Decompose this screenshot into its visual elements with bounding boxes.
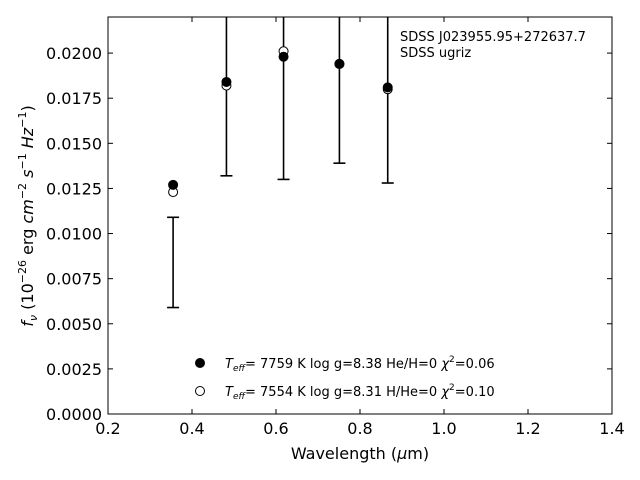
legend-2-comp: H/He=0 — [386, 385, 437, 400]
y-tick-label: 0.0050 — [46, 315, 102, 334]
x-tick-label: 1.4 — [599, 419, 624, 438]
model-point-filled — [334, 58, 345, 69]
x-tick-label: 1.0 — [431, 419, 456, 438]
y-axis-ticks: 0.0000 0.0025 0.0050 0.0075 0.0100 0.0125 0.01… — [46, 44, 612, 424]
x-axis-ticks: 0.2 0.4 0.6 0.8 1.0 1.2 1.4 — [95, 17, 625, 438]
y-tick-label: 0.0125 — [46, 179, 102, 198]
svg-text:fν (10−26 erg cm−2 s−1 Hz−1): fν (10−26 erg cm−2 s−1 Hz−1) — [16, 105, 40, 326]
legend-label-model-1: Teff= 7759 K log g=8.38 He/H=0 χ2=0.06 — [225, 355, 495, 374]
data-markers — [168, 46, 393, 198]
legend-1-logg: log g=8.38 — [310, 357, 382, 372]
y-axis-label: fν (10−26 erg cm−2 s−1 Hz−1) — [16, 105, 40, 326]
plot-frame — [107, 16, 613, 415]
x-tick-label: 1.2 — [515, 419, 540, 438]
legend-2-logg: log g=8.31 — [310, 385, 382, 400]
legend-label-model-2: Teff= 7554 K log g=8.31 H/He=0 χ2=0.10 — [225, 383, 495, 402]
model-point-filled — [278, 51, 289, 62]
y-tick-label: 0.0100 — [46, 225, 102, 244]
annotation-filter-set: SDSS ugriz — [400, 46, 471, 61]
legend-1-chi2: =0.06 — [455, 357, 495, 372]
y-tick-label: 0.0150 — [46, 134, 102, 153]
model-point-filled — [168, 179, 179, 190]
model-point-filled — [382, 82, 393, 93]
model-point-filled — [221, 76, 232, 87]
legend: Teff= 7759 K log g=8.38 He/H=0 χ2=0.06 T… — [195, 355, 495, 402]
x-tick-label: 0.6 — [263, 419, 288, 438]
legend-2-teff: 7554 K — [260, 385, 306, 400]
legend-2-chi2: =0.10 — [455, 385, 495, 400]
error-bars — [167, 17, 394, 309]
x-tick-label: 0.2 — [95, 419, 120, 438]
x-axis-label: Wavelength (μm) — [291, 444, 429, 463]
x-tick-label: 0.4 — [179, 419, 204, 438]
y-tick-label: 0.0000 — [46, 405, 102, 424]
y-tick-label: 0.0025 — [46, 360, 102, 379]
y-tick-label: 0.0075 — [46, 270, 102, 289]
legend-marker-filled — [195, 358, 205, 368]
legend-1-teff: 7759 K — [260, 357, 306, 372]
annotation-object-name: SDSS J023955.95+272637.7 — [400, 30, 586, 45]
legend-1-comp: He/H=0 — [386, 357, 437, 372]
x-tick-label: 0.8 — [347, 419, 372, 438]
y-tick-label: 0.0175 — [46, 89, 102, 108]
legend-marker-open — [195, 386, 205, 396]
y-tick-label: 0.0200 — [46, 44, 102, 63]
